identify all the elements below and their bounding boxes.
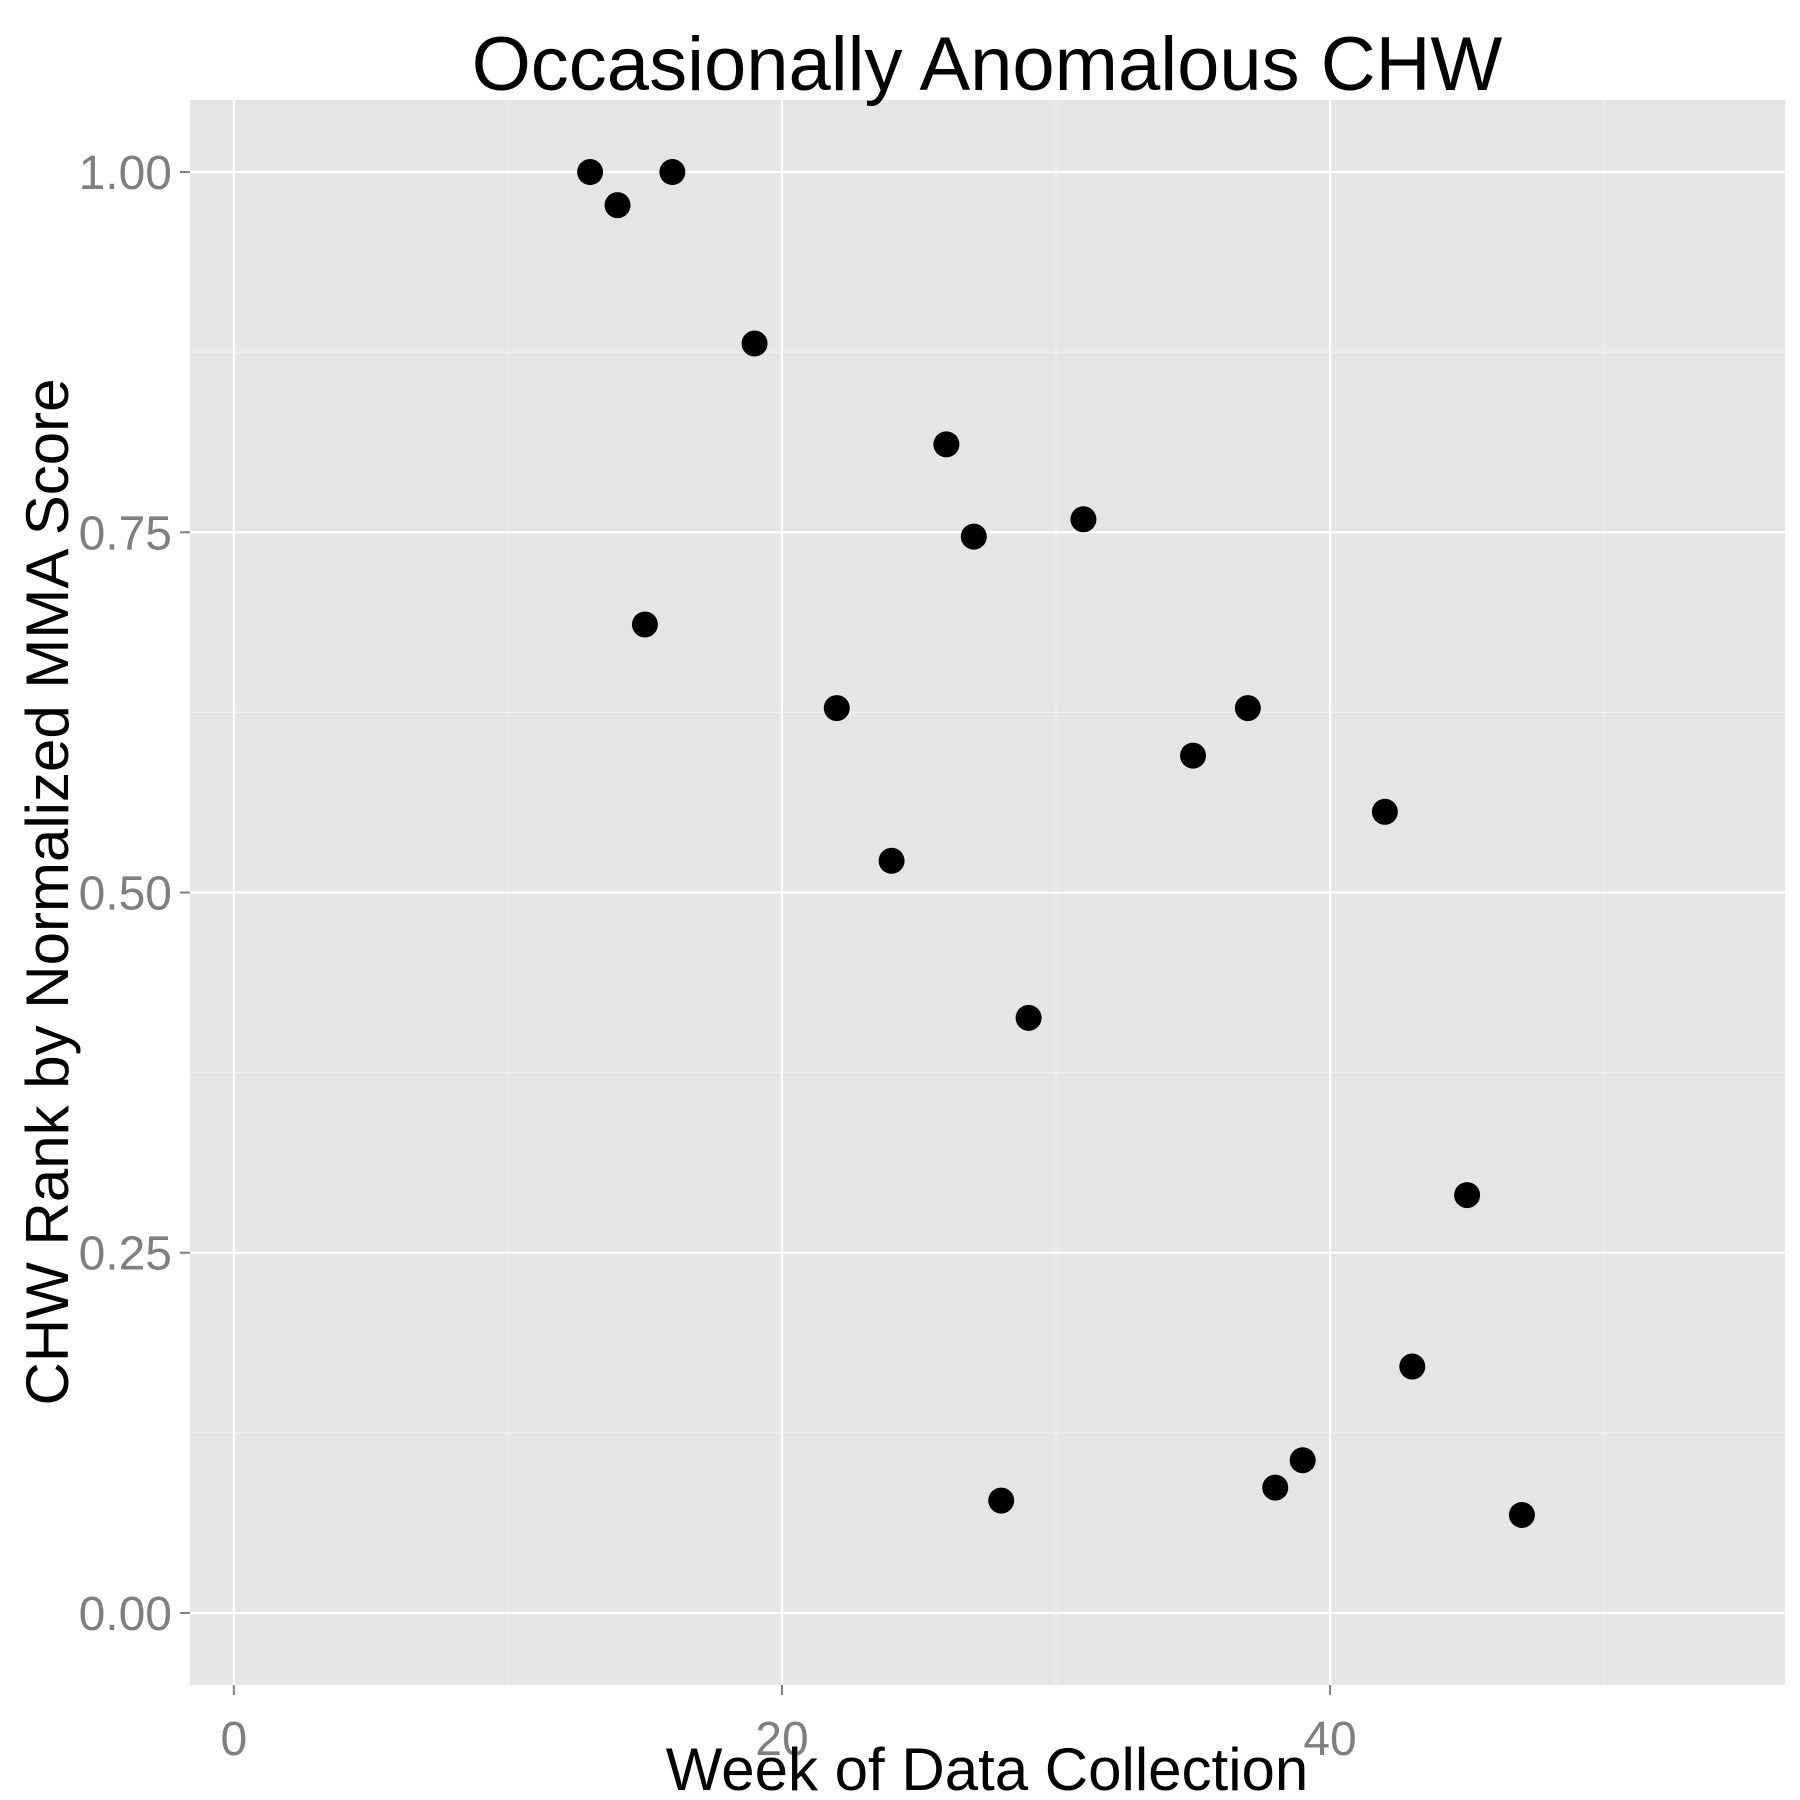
major-grid <box>190 100 1785 1685</box>
y-axis: 0.00 0.25 0.50 0.75 1.00 <box>79 147 190 1641</box>
data-point <box>988 1487 1015 1514</box>
x-axis: 0 20 40 <box>220 1685 1357 1766</box>
data-point <box>878 847 905 874</box>
y-tick-label: 0.50 <box>79 868 172 921</box>
data-point <box>1399 1353 1426 1380</box>
data-point <box>1015 1004 1042 1031</box>
y-axis-label: CHW Rank by Normalized MMA Score <box>14 379 81 1406</box>
data-point <box>1508 1501 1535 1528</box>
y-tick-label: 1.00 <box>79 147 172 200</box>
data-point <box>1454 1182 1481 1209</box>
y-tick-label: 0.25 <box>79 1228 172 1281</box>
x-axis-label: Week of Data Collection <box>666 1736 1309 1800</box>
data-point <box>1371 798 1398 825</box>
data-point <box>577 159 604 186</box>
data-point <box>741 330 768 357</box>
data-point <box>631 611 658 638</box>
data-point <box>933 431 960 458</box>
data-point <box>960 523 987 550</box>
data-point <box>604 192 631 219</box>
x-tick-label: 20 <box>755 1713 808 1766</box>
data-point <box>1289 1447 1316 1474</box>
x-tick-label: 40 <box>1303 1713 1356 1766</box>
data-point <box>823 695 850 722</box>
data-point <box>1070 506 1097 533</box>
data-point <box>1262 1474 1289 1501</box>
data-points <box>577 159 1535 1528</box>
x-tick-label: 0 <box>220 1713 247 1766</box>
chart-title: Occasionally Anomalous CHW <box>472 22 1503 107</box>
y-tick-label: 0.75 <box>79 507 172 560</box>
data-point <box>1234 695 1261 722</box>
data-point <box>1180 742 1207 769</box>
data-point <box>659 159 686 186</box>
y-tick-label: 0.00 <box>79 1588 172 1641</box>
